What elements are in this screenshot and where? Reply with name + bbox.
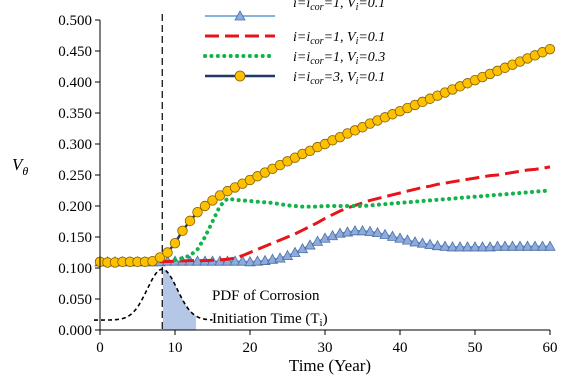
legend-swatch-1-marker xyxy=(234,10,246,21)
series-1-marker xyxy=(529,240,541,251)
series-1-marker xyxy=(461,241,474,252)
x-tick-label: 0 xyxy=(96,340,104,356)
series-1-marker xyxy=(356,224,369,236)
series-1-marker xyxy=(229,255,241,266)
series-1-marker xyxy=(431,239,444,251)
series-1-marker xyxy=(424,238,436,249)
y-tick-label: 0.350 xyxy=(58,106,92,122)
series-1-marker xyxy=(439,240,451,251)
series-1-marker xyxy=(334,227,346,238)
series-1-marker xyxy=(341,226,354,237)
series-1-marker xyxy=(499,240,511,251)
series-1-marker xyxy=(536,240,549,251)
pdf-shaded-area xyxy=(163,269,196,330)
series-4-marker xyxy=(544,43,556,55)
legend-entry-1: i=icor=1, Vi=0.1 xyxy=(293,0,385,13)
series-2-line xyxy=(159,165,551,264)
legend-entry-3: i=icor=1, Vi=0.3 xyxy=(293,50,385,67)
y-tick-label: 0.300 xyxy=(58,137,92,153)
y-tick-label: 0.100 xyxy=(58,261,92,277)
y-tick-label: 0.500 xyxy=(58,13,92,29)
series-1-marker xyxy=(521,240,534,251)
y-axis-title: Vθ xyxy=(12,155,28,178)
series-1-marker xyxy=(364,225,376,236)
legend-entry-4: i=icor=3, Vi=0.1 xyxy=(293,70,385,87)
y-tick-label: 0.050 xyxy=(58,292,92,308)
y-tick-label: 0.000 xyxy=(58,323,92,339)
plot-area: PDF of Corrosion Initiation Time (Ti) xyxy=(94,14,556,330)
series-1-marker xyxy=(394,232,406,243)
series-1-marker xyxy=(491,240,504,251)
series-1-marker xyxy=(266,253,279,264)
series-1-marker xyxy=(446,241,459,252)
series-1-marker xyxy=(311,235,324,246)
series-4-marker xyxy=(177,225,188,237)
series-1-marker xyxy=(506,240,519,251)
pdf-annotation-line2: Initiation Time (Ti) xyxy=(212,311,328,329)
series-4-marker xyxy=(162,247,173,258)
legend-swatch-4-marker xyxy=(234,70,246,82)
series-1-marker xyxy=(409,236,421,247)
series-1-marker xyxy=(544,240,556,251)
x-tick-label: 30 xyxy=(318,340,333,356)
y-tick-label: 0.200 xyxy=(58,199,92,215)
x-tick-label: 60 xyxy=(543,340,558,356)
series-1-marker xyxy=(236,255,249,266)
series-1-marker xyxy=(454,241,466,252)
series-4-marker xyxy=(184,215,196,227)
series-1-marker xyxy=(281,249,294,261)
series-1-marker xyxy=(251,255,264,266)
axes: 0.000 0.050 0.100 0.150 0.200 0.250 0.300 0.350… xyxy=(58,13,557,356)
x-tick-label: 10 xyxy=(168,340,183,356)
series-4-marker xyxy=(154,252,166,263)
series-1-marker xyxy=(379,228,391,239)
series-1-marker xyxy=(416,237,429,248)
y-tick-label: 0.250 xyxy=(58,168,92,184)
series-3-line xyxy=(173,188,552,262)
pdf-annotation-line1: PDF of Corrosion xyxy=(212,288,320,304)
x-tick-label: 40 xyxy=(393,340,408,356)
y-tick-label: 0.450 xyxy=(58,44,92,60)
y-tick-label: 0.400 xyxy=(58,75,92,91)
series-1-marker xyxy=(244,255,256,267)
x-tick-label: 50 xyxy=(468,340,483,356)
series-1-marker xyxy=(371,226,384,238)
series-4-marker xyxy=(207,195,218,206)
series-1-marker xyxy=(386,230,399,241)
series-1-marker xyxy=(349,224,361,236)
series-4-marker xyxy=(192,206,203,218)
series-1-marker xyxy=(401,234,414,245)
y-tick-label: 0.150 xyxy=(58,230,92,246)
series-4-marker xyxy=(199,200,211,212)
series-1-marker xyxy=(514,240,526,251)
series-1-marker xyxy=(476,241,489,252)
series-4-marker xyxy=(169,237,181,249)
pdf-curve xyxy=(94,268,213,321)
series-1-marker xyxy=(469,241,481,252)
series-1-marker xyxy=(484,241,496,252)
legend-entry-2: i=icor=1, Vi=0.1 xyxy=(293,30,385,47)
legend: i=icor=1, Vi=0.1 i=icor=1, Vi=0.1 i=icor=1… xyxy=(203,0,385,87)
x-axis-title: Time (Year) xyxy=(289,356,371,375)
x-tick-label: 20 xyxy=(243,340,258,356)
series-1-marker xyxy=(259,254,271,265)
